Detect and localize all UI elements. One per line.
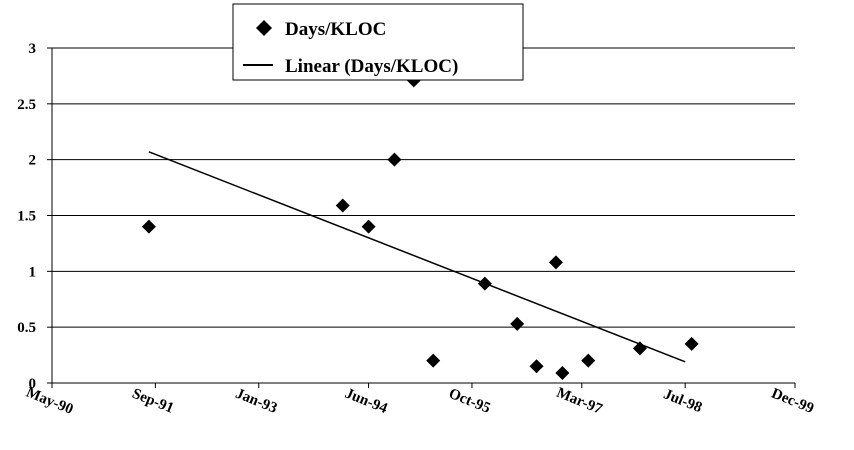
data-point-diamond — [632, 341, 647, 356]
axes — [47, 47, 796, 388]
data-point-diamond — [548, 255, 563, 270]
y-tick-label: 3 — [29, 41, 37, 57]
data-point-diamond — [387, 152, 402, 167]
legend-box — [232, 3, 524, 81]
data-point-diamond — [529, 359, 544, 374]
data-point-diamond — [335, 198, 350, 213]
data-point-diamond — [555, 365, 570, 380]
y-axis-ticks: 0 0.5 1 1.5 2 2.5 3 — [17, 41, 36, 392]
data-point-diamond — [477, 276, 492, 291]
legend-label-days-kloc: Days/KLOC — [285, 19, 386, 40]
y-tick-label: 0 — [29, 376, 37, 392]
data-point-diamond — [510, 316, 525, 331]
trendline-linear — [148, 151, 686, 363]
legend-label-linear: Linear (Days/KLOC) — [285, 56, 458, 77]
x-tick-label: Sep-91 — [130, 386, 176, 417]
x-tick-label: Dec-99 — [769, 386, 816, 417]
y-tick-label: 2 — [29, 153, 37, 169]
x-tick-label: May-90 — [24, 385, 76, 418]
grid — [52, 47, 795, 328]
y-tick-label: 1 — [29, 264, 37, 280]
y-tick-label: 0.5 — [17, 320, 36, 336]
data-point-diamond — [426, 353, 441, 368]
data-point-diamond — [361, 219, 376, 234]
data-point-diamond — [581, 353, 596, 368]
x-tick-label: Jan-93 — [233, 386, 279, 417]
x-tick-label: Oct-95 — [446, 386, 492, 417]
trendline — [148, 151, 686, 363]
data-point-diamond — [684, 336, 699, 351]
x-axis-ticks: May-90 Sep-91 Jan-93 Jun-94 Oct-95 Mar-97 Jul-… — [24, 385, 816, 418]
data-point-diamond — [141, 219, 156, 234]
x-tick-label: Jun-94 — [343, 386, 390, 418]
legend: Days/KLOC Linear (Days/KLOC) — [232, 3, 524, 81]
x-tick-label: Jul-98 — [661, 386, 704, 416]
y-tick-label: 2.5 — [17, 97, 36, 113]
legend-marker-days-kloc — [256, 20, 272, 36]
x-tick-label: Mar-97 — [554, 385, 605, 418]
y-tick-label: 1.5 — [17, 209, 36, 225]
